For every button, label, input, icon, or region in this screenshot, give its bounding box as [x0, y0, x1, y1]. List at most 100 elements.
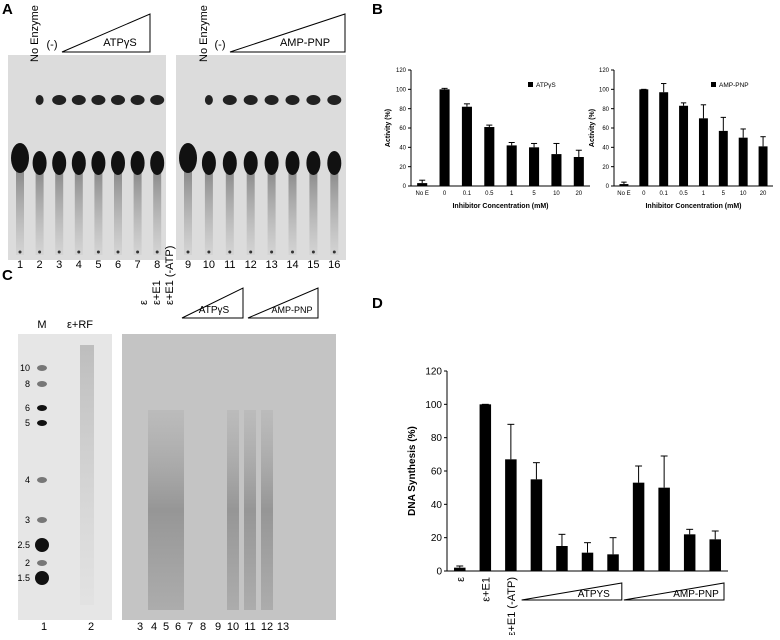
lane-label: ε+RF: [67, 319, 93, 331]
y-tick-label: 0: [606, 184, 610, 190]
smear: [55, 160, 64, 255]
lane-number: 4: [151, 621, 157, 633]
x-tick-label: 5: [532, 191, 536, 197]
band: [52, 151, 67, 175]
y-tick-label: 80: [602, 107, 609, 113]
bar: [505, 459, 517, 571]
bar: [709, 539, 721, 571]
error-bar: [531, 142, 538, 148]
panel-label: B: [372, 1, 383, 18]
band: [243, 151, 258, 175]
lane-number: 5: [163, 621, 169, 633]
smear: [330, 160, 339, 255]
y-tick-label: 80: [399, 107, 406, 113]
band: [37, 420, 47, 426]
error-bar: [553, 142, 560, 155]
marker-size: 8: [25, 379, 30, 389]
smear: [172, 410, 184, 610]
lane-label: ε: [138, 300, 150, 305]
bar: [619, 184, 629, 186]
band: [37, 381, 47, 387]
band: [150, 95, 165, 105]
y-tick-label: 60: [602, 126, 609, 132]
bar: [551, 154, 562, 186]
y-tick-label: 20: [431, 533, 443, 544]
lane-number: 10: [227, 621, 239, 633]
band: [11, 143, 29, 173]
well: [116, 250, 120, 254]
y-tick-label: 100: [396, 87, 407, 93]
x-tick-label: 1: [702, 191, 706, 197]
well: [249, 250, 253, 254]
marker-size: 4: [25, 475, 30, 485]
band: [222, 95, 237, 105]
bar: [461, 106, 472, 186]
marker-size: 5: [25, 418, 30, 428]
well: [18, 250, 22, 254]
error-bar: [686, 528, 694, 535]
error-bar: [661, 83, 667, 93]
x-tick-label: 0.1: [463, 191, 472, 197]
well: [96, 250, 100, 254]
band: [130, 151, 145, 175]
smear: [225, 160, 234, 255]
x-tick-label: 0.5: [679, 191, 688, 197]
marker-size: 6: [25, 403, 30, 413]
band: [243, 95, 258, 105]
band: [37, 365, 47, 371]
bar: [556, 546, 568, 571]
smear: [288, 160, 297, 255]
smear: [80, 345, 94, 605]
error-bar: [680, 102, 687, 106]
band: [111, 151, 125, 175]
y-tick-label: 40: [602, 145, 609, 151]
error-bar: [508, 142, 515, 146]
smear: [244, 410, 256, 610]
smear: [74, 160, 83, 255]
smear: [246, 160, 255, 255]
bar: [581, 552, 594, 571]
band: [285, 151, 300, 175]
error-bar: [584, 542, 591, 553]
error-bar: [419, 179, 426, 184]
error-bar: [456, 565, 464, 568]
error-bar: [558, 533, 566, 546]
y-tick-label: 20: [399, 165, 406, 171]
band: [32, 151, 47, 175]
bar: [417, 183, 428, 186]
error-bar: [621, 181, 627, 185]
smear: [133, 160, 142, 255]
well: [270, 250, 274, 254]
x-tick-label: ε+E1 (-ATP): [506, 577, 518, 635]
band: [37, 405, 47, 411]
lane-number: 8: [200, 621, 206, 633]
lane-number: 10: [203, 259, 215, 271]
legend-label: AMP-PNP: [719, 82, 749, 89]
well: [155, 250, 159, 254]
well: [38, 250, 42, 254]
smear: [153, 160, 162, 255]
lane-number: 13: [265, 259, 277, 271]
error-bar: [532, 462, 540, 480]
y-tick-label: 60: [431, 467, 443, 478]
error-bar: [463, 103, 470, 107]
marker-size: 10: [20, 363, 30, 373]
gradient-triangle: [181, 287, 244, 319]
band: [35, 571, 49, 585]
gel: [18, 334, 112, 620]
triangle-label: ATPγS: [199, 305, 230, 316]
lane-label: ε+E1 (-ATP): [164, 246, 176, 305]
error-bar: [740, 128, 746, 138]
error-bar: [760, 136, 766, 147]
band: [285, 95, 300, 105]
panel-label: C: [2, 267, 13, 284]
smear: [267, 160, 276, 255]
lane-number: 16: [328, 259, 340, 271]
lane-label: (-): [215, 39, 226, 51]
x-tick-label: 20: [760, 191, 767, 197]
error-bar: [635, 465, 643, 483]
bar: [683, 534, 696, 571]
lane-label: ε+E1: [151, 280, 163, 305]
x-tick-label: 0: [642, 191, 646, 197]
